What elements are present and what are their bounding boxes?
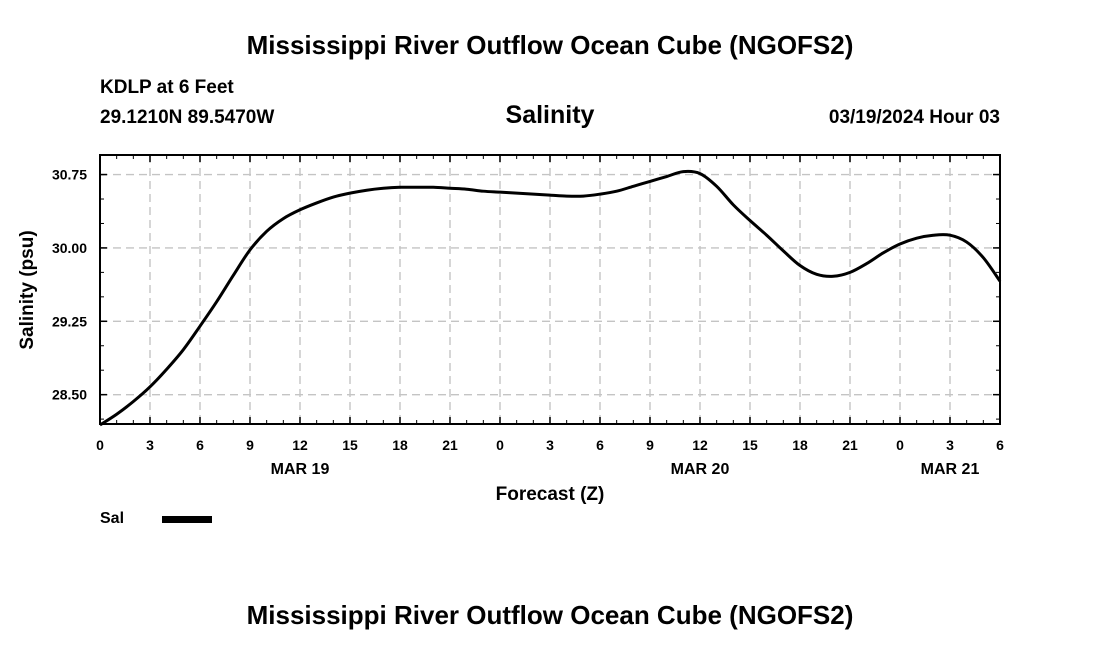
x-axis-title: Forecast (Z) [496, 484, 605, 505]
x-tick-label: 0 [96, 437, 104, 453]
legend-label: Sal [100, 510, 125, 527]
x-tick-label: 6 [596, 437, 604, 453]
y-tick-label: 30.75 [52, 167, 87, 183]
x-date-label: MAR 20 [671, 461, 730, 478]
x-tick-label: 0 [896, 437, 904, 453]
y-tick-label: 28.50 [52, 387, 87, 403]
x-tick-label: 15 [742, 437, 758, 453]
x-tick-label: 3 [546, 437, 554, 453]
y-tick-label: 29.25 [52, 313, 87, 329]
x-tick-label: 3 [946, 437, 954, 453]
y-axis-title: Salinity (psu) [17, 230, 38, 349]
footer-title: Mississippi River Outflow Ocean Cube (NG… [246, 600, 854, 630]
x-tick-label: 6 [996, 437, 1004, 453]
x-tick-label: 12 [292, 437, 308, 453]
forecast-datetime: 03/19/2024 Hour 03 [828, 107, 1000, 128]
x-tick-label: 15 [342, 437, 358, 453]
legend-swatch [162, 516, 212, 523]
chart-subtitle: Salinity [505, 101, 595, 129]
y-tick-label: 30.00 [52, 240, 87, 256]
x-tick-label: 9 [246, 437, 254, 453]
x-date-label: MAR 19 [271, 461, 330, 478]
x-tick-label: 6 [196, 437, 204, 453]
x-date-label: MAR 21 [921, 461, 980, 478]
x-tick-label: 9 [646, 437, 654, 453]
x-tick-label: 18 [792, 437, 808, 453]
x-tick-label: 21 [842, 437, 858, 453]
x-tick-label: 12 [692, 437, 708, 453]
x-tick-label: 21 [442, 437, 458, 453]
station-coordinates: 29.1210N 89.5470W [100, 107, 275, 128]
x-tick-label: 3 [146, 437, 154, 453]
x-tick-label: 18 [392, 437, 408, 453]
chart-main-title: Mississippi River Outflow Ocean Cube (NG… [246, 30, 854, 60]
plot-frame [99, 154, 1001, 425]
x-tick-label: 0 [496, 437, 504, 453]
station-label: KDLP at 6 Feet [100, 77, 234, 98]
